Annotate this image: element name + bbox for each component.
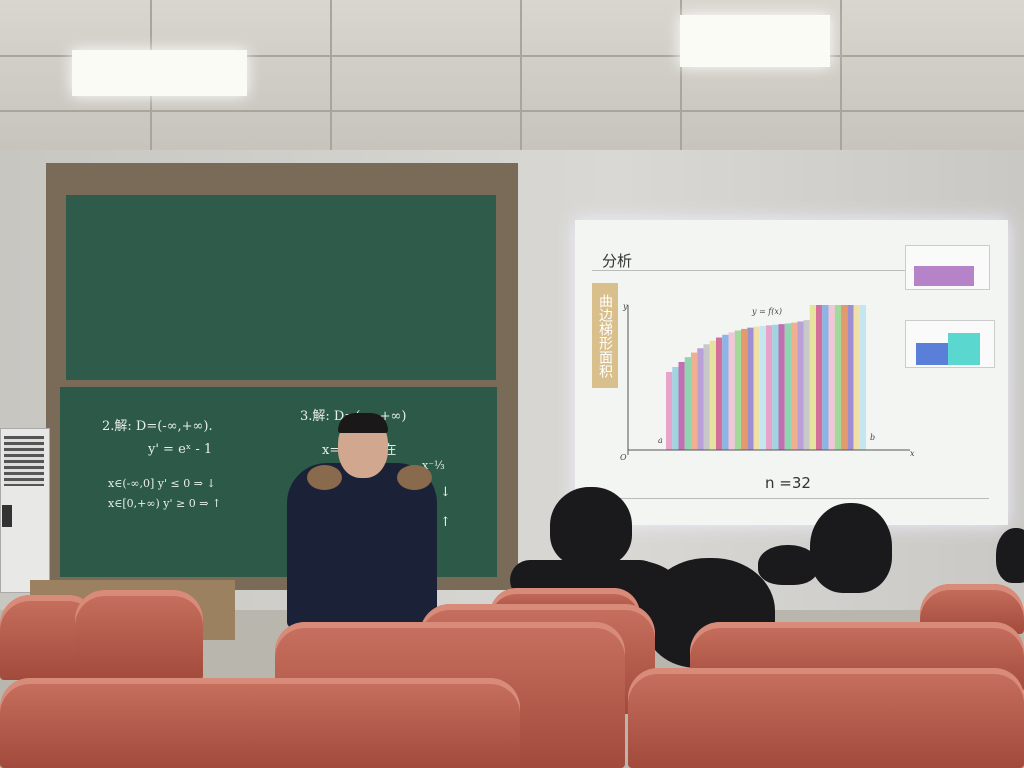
riemann-bar — [816, 305, 823, 450]
divider — [592, 270, 989, 271]
axis-x-label: x — [910, 449, 915, 458]
riemann-bar — [759, 325, 766, 450]
riemann-bar — [784, 323, 791, 450]
curve-label: y = f(x) — [752, 307, 783, 316]
thumbnail-graph — [905, 320, 995, 368]
riemann-bar — [822, 305, 829, 450]
student-head — [996, 528, 1024, 583]
riemann-bar — [797, 321, 804, 450]
riemann-bar — [753, 326, 760, 450]
riemann-bar — [847, 305, 854, 450]
slide-side-label: 曲边梯形面积 — [592, 283, 618, 388]
chalk-text: y' = eˣ - 1 — [148, 442, 213, 457]
riemann-bar — [778, 324, 785, 450]
riemann-bar — [853, 305, 860, 450]
riemann-bar — [672, 366, 679, 450]
origin-label: O — [620, 453, 627, 462]
student-head — [758, 545, 818, 585]
teacher — [287, 463, 437, 628]
riemann-bar — [747, 327, 754, 450]
riemann-bar — [834, 305, 841, 450]
chalk-text: x∈[0,+∞) y' ≥ 0 ⇒ ↑ — [108, 497, 222, 510]
riemann-bar — [722, 334, 729, 450]
student-head — [550, 487, 632, 567]
riemann-bar — [691, 352, 698, 450]
ac-grille — [4, 436, 44, 486]
b-label: b — [870, 433, 876, 442]
riemann-bar — [741, 328, 748, 450]
divider — [592, 498, 989, 499]
n-label: n =32 — [765, 474, 811, 492]
a-label: a — [658, 436, 663, 445]
riemann-bar — [684, 357, 691, 450]
ceiling-light — [72, 50, 247, 96]
riemann-bar — [703, 344, 710, 450]
chalkboard-upper — [66, 195, 496, 380]
axis-y-label: y — [623, 302, 628, 311]
riemann-bar — [803, 320, 810, 450]
chalk-text: 2.解: D=(-∞,+∞). — [102, 419, 213, 434]
riemann-bar — [716, 337, 723, 450]
ceiling — [0, 0, 1024, 175]
ac-display — [2, 505, 12, 527]
thumbnail-graph — [905, 245, 990, 290]
riemann-bar — [728, 332, 735, 450]
student-head — [810, 503, 892, 593]
riemann-bar — [772, 324, 779, 450]
riemann-bar — [697, 348, 704, 450]
riemann-bar — [828, 305, 835, 450]
seat — [0, 678, 520, 768]
riemann-bar — [666, 372, 673, 450]
riemann-bar — [809, 305, 816, 450]
fur-collar — [307, 465, 342, 490]
seat — [628, 668, 1024, 768]
slide-title: 分析 — [602, 252, 633, 270]
teacher-hair — [338, 413, 388, 433]
riemann-bar — [734, 330, 741, 450]
riemann-bar — [709, 340, 716, 450]
ceiling-light — [680, 15, 830, 67]
riemann-bar — [791, 322, 798, 450]
riemann-bar — [859, 305, 866, 450]
seat — [75, 590, 203, 680]
riemann-sum-graph — [627, 305, 910, 455]
fur-collar — [397, 465, 432, 490]
riemann-bar — [678, 361, 685, 450]
riemann-bar — [766, 325, 773, 450]
riemann-bar — [841, 305, 848, 450]
chalk-text: x∈(-∞,0] y' ≤ 0 ⇒ ↓ — [108, 477, 216, 490]
